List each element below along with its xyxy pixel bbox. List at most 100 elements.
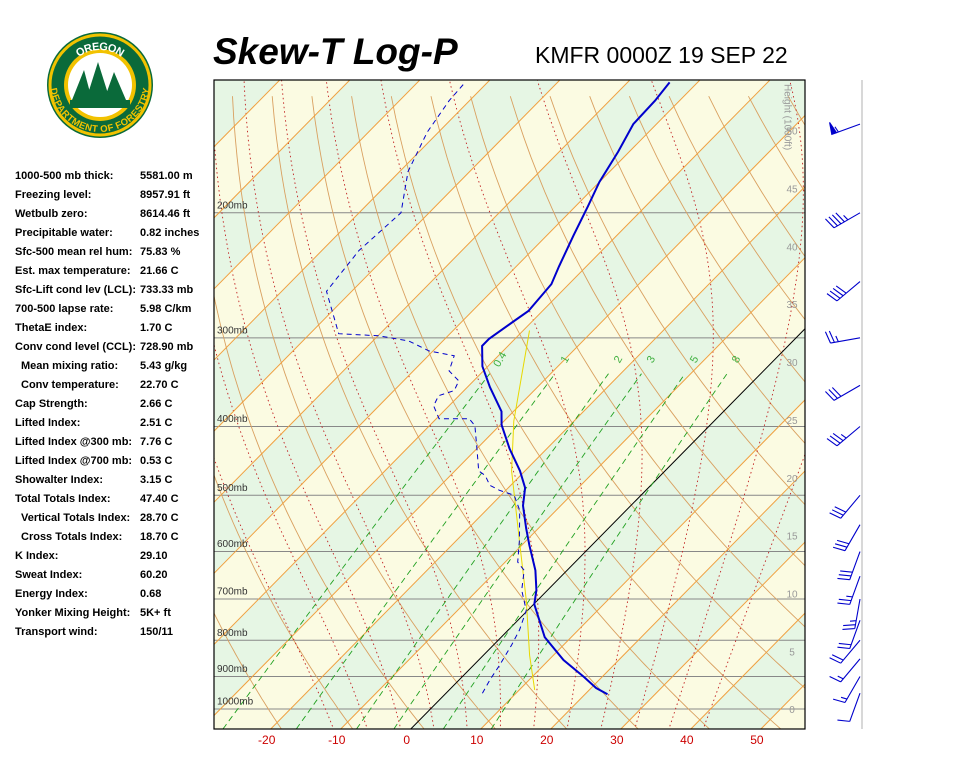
dry-adiabat <box>787 95 805 127</box>
temperature-band <box>214 115 805 729</box>
dewpoint-line <box>325 82 527 694</box>
dry-adiabat <box>214 293 425 729</box>
index-value: 5581.00 m <box>140 170 193 182</box>
dry-adiabat <box>628 96 805 383</box>
wind-barb <box>824 330 861 344</box>
index-value: 21.66 C <box>140 265 179 277</box>
mixing-ratio-line <box>393 373 642 729</box>
pressure-label: 900mb <box>217 664 248 675</box>
x-tick-label: 0 <box>403 733 410 747</box>
isotherm <box>480 399 805 729</box>
title: Skew-T Log-P <box>213 31 458 72</box>
index-label: Total Totals Index: <box>15 493 111 505</box>
index-label: Lifted Index @300 mb: <box>15 436 132 448</box>
moist-adiabat <box>380 80 540 729</box>
dry-adiabat <box>311 96 639 729</box>
wind-barb <box>826 426 861 447</box>
index-value: 2.66 C <box>140 398 172 410</box>
temperature-line <box>481 81 671 696</box>
index-value: 8614.46 ft <box>140 208 190 220</box>
height-tick-label: 30 <box>786 358 798 369</box>
wind-barb <box>829 639 861 664</box>
index-value: 3.15 C <box>140 474 172 486</box>
pressure-label: 800mb <box>217 628 248 639</box>
dry-adiabat <box>430 96 805 689</box>
logo-ring <box>48 33 152 137</box>
wind-barb <box>826 281 861 302</box>
wind-barb <box>832 676 861 704</box>
dry-adiabat <box>868 96 960 729</box>
isotherm <box>214 80 631 503</box>
index-label: K Index: <box>15 550 58 562</box>
index-value: 733.33 mb <box>140 284 193 296</box>
height-tick-label: 20 <box>786 474 798 485</box>
dry-adiabat <box>589 96 805 445</box>
pressure-label: 700mb <box>217 587 248 598</box>
index-label: Est. max temperature: <box>15 265 131 277</box>
index-value: 22.70 C <box>140 379 179 391</box>
mixing-ratio-line <box>295 373 556 729</box>
index-label: Freezing level: <box>15 189 91 201</box>
index-value: 8957.91 ft <box>140 189 190 201</box>
wind-barb <box>825 384 861 401</box>
mixing-ratio-line <box>490 373 728 729</box>
isotherm <box>831 80 960 729</box>
height-tick-label: 25 <box>786 416 798 427</box>
logo-top: OREGON <box>74 41 126 60</box>
height-tick-label: 40 <box>786 242 798 253</box>
wind-barb <box>837 693 861 722</box>
subtitle: KMFR 0000Z 19 SEP 22 <box>535 42 788 68</box>
isotherm <box>214 80 701 575</box>
index-value: 28.70 C <box>140 512 179 524</box>
logo-trees <box>72 62 126 100</box>
index-value: 0.53 C <box>140 455 172 467</box>
index-value: 60.20 <box>140 569 168 581</box>
mixing-ratio-line <box>222 373 491 729</box>
plot-frame <box>213 79 806 730</box>
dry-adiabat <box>907 96 960 729</box>
x-tick-label: 30 <box>610 733 624 747</box>
index-value: 728.90 mb <box>140 341 193 353</box>
isotherm <box>410 328 805 729</box>
x-tick-label: 20 <box>540 733 554 747</box>
wind-barb <box>842 598 861 631</box>
dry-adiabat <box>828 96 960 729</box>
index-value: 150/11 <box>140 626 173 638</box>
isotherm <box>214 80 771 646</box>
indices-table: 1000-500 mb thick: 5581.00 m Freezing leve… <box>15 170 199 638</box>
isotherm <box>620 541 805 729</box>
index-value: 2.51 C <box>140 417 172 429</box>
moist-adiabat <box>536 80 643 729</box>
index-value: 29.10 <box>140 550 168 562</box>
pressure-label: 300mb <box>217 325 248 336</box>
x-tick-label: 50 <box>750 733 764 747</box>
isotherm <box>340 256 805 729</box>
index-label: Precipitable water: <box>15 227 113 239</box>
isotherm <box>214 114 805 717</box>
dry-adiabat <box>214 473 354 729</box>
index-label: 700-500 lapse rate: <box>15 303 113 315</box>
isotherm <box>270 185 805 729</box>
index-value: 18.70 C <box>140 531 179 543</box>
index-label: 1000-500 mb thick: <box>15 170 113 182</box>
index-label: Mean mixing ratio: <box>21 360 118 372</box>
x-tick-label: 40 <box>680 733 694 747</box>
pressure-label: 1000mb <box>217 697 254 708</box>
x-tick-label: -20 <box>258 733 276 747</box>
mixing-ratio-label: 8 <box>730 354 743 365</box>
moist-adiabat <box>325 80 501 729</box>
moist-adiabat <box>214 130 402 729</box>
wind-barb <box>829 494 861 519</box>
height-tick-label: 35 <box>786 300 798 311</box>
dry-adiabat <box>470 96 805 628</box>
isotherm <box>550 470 805 729</box>
mixing-ratio-label: 3 <box>645 354 658 365</box>
index-label: Sfc-Lift cond lev (LCL): <box>15 284 136 296</box>
mixing-ratio-label: 5 <box>688 354 701 365</box>
logo-ground <box>70 100 130 108</box>
index-label: Energy Index: <box>15 588 88 600</box>
pressure-label: 500mb <box>217 483 248 494</box>
index-label: Showalter Index: <box>15 474 103 486</box>
dry-adiabat <box>351 96 710 729</box>
